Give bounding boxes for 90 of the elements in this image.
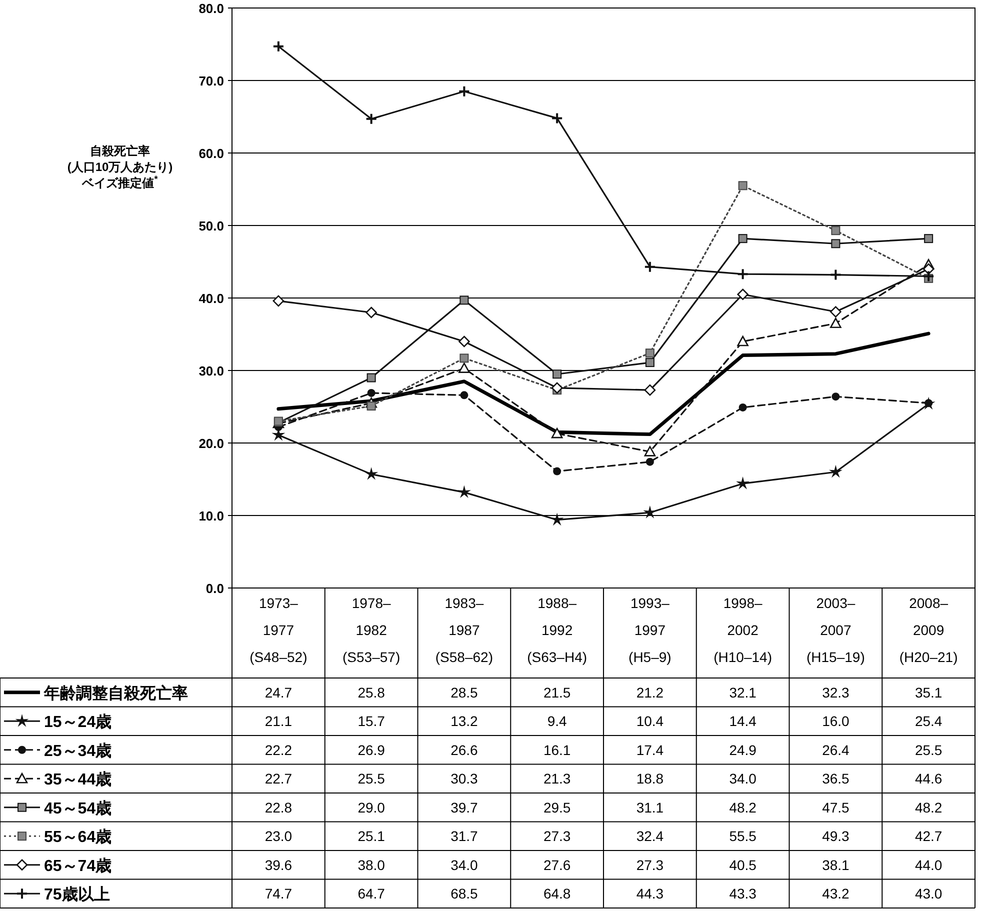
data-label: 32.3: [822, 684, 850, 700]
legend-label: 55～64歳: [44, 828, 112, 846]
y-tick-label: 40.0: [198, 291, 224, 306]
data-label: 42.7: [914, 828, 942, 844]
data-label: 40.5: [729, 856, 757, 873]
data-label: 16.1: [543, 742, 571, 758]
data-label: 31.7: [450, 828, 478, 844]
data-label: 10.4: [636, 713, 664, 730]
data-label: 21.5: [543, 684, 571, 700]
data-label: 22.7: [264, 770, 292, 787]
data-label: 44.0: [914, 856, 942, 873]
data-label: 26.9: [358, 742, 386, 758]
data-label: 25.1: [358, 828, 386, 844]
data-label: 21.1: [264, 713, 292, 730]
x-tick-label: 1973– 1977 (S48–52): [250, 595, 308, 665]
x-tick-label: 2003– 2007 (H15–19): [806, 595, 865, 665]
data-label: 25.5: [358, 770, 386, 787]
y-tick-label: 70.0: [198, 74, 224, 88]
data-label: 21.2: [636, 684, 664, 700]
legend-label: 25～34歳: [44, 742, 112, 760]
data-label: 27.3: [543, 828, 571, 844]
x-tick-label: 1988– 1992 (S63–H4): [527, 595, 588, 665]
y-axis-title: 自殺死亡率 (人口10万人あたり) ベイズ推定値$^{*}$: [67, 144, 173, 190]
x-tick-label: 1983– 1987 (S58–62): [435, 595, 493, 665]
data-label: 26.6: [450, 742, 478, 758]
data-label: 44.3: [636, 886, 664, 902]
data-label: 35.1: [914, 684, 942, 700]
data-label: 39.7: [450, 799, 478, 816]
data-label: 48.2: [914, 799, 942, 816]
y-tick-label: 10.0: [198, 508, 224, 524]
x-tick-label: 1978– 1982 (S53–57): [342, 595, 400, 665]
x-tick-label: 2008– 2009 (H20–21): [899, 595, 958, 665]
y-tick-label: 80.0: [198, 1, 224, 16]
data-label: 23.0: [264, 828, 292, 844]
data-label: 26.4: [822, 742, 850, 758]
data-label: 36.5: [822, 770, 850, 787]
data-label: 24.9: [729, 742, 757, 758]
data-label: 21.3: [543, 770, 571, 787]
data-label: 28.5: [450, 684, 478, 700]
data-label: 55.5: [729, 828, 757, 844]
data-label: 22.8: [264, 799, 292, 816]
data-label: 64.8: [543, 886, 571, 902]
data-label: 30.3: [450, 770, 478, 787]
data-label: 27.3: [636, 856, 664, 873]
legend-label: 15～24歳: [44, 713, 112, 732]
data-label: 34.0: [729, 770, 757, 787]
data-label: 25.8: [358, 684, 386, 700]
legend-label: 年齢調整自殺死亡率: [43, 683, 188, 702]
legend-label: 65～74歳: [44, 856, 112, 875]
data-label: 24.7: [264, 684, 292, 700]
data-label: 32.1: [729, 684, 757, 700]
y-tick-label: 60.0: [198, 146, 224, 161]
data-label: 17.4: [636, 742, 664, 758]
legend-label: 75歳以上: [44, 886, 110, 904]
data-label: 47.5: [822, 799, 850, 816]
data-label: 44.6: [914, 770, 942, 787]
x-tick-label: 1993– 1997 (H5–9): [628, 595, 672, 665]
legend-label: 45～54歳: [44, 799, 112, 818]
y-tick-label: 20.0: [198, 436, 224, 451]
data-label: 38.1: [822, 856, 850, 873]
data-label: 27.6: [543, 856, 571, 873]
data-label: 39.6: [264, 856, 292, 873]
data-label: 48.2: [729, 799, 757, 816]
y-tick-label: 50.0: [198, 218, 224, 234]
y-tick-label: 0.0: [206, 581, 224, 596]
data-label: 29.5: [543, 799, 571, 816]
x-tick-label: 1998– 2002 (H10–14): [714, 595, 772, 665]
data-label: 14.4: [729, 713, 757, 730]
y-tick-label: 30.0: [198, 364, 224, 378]
data-label: 15.7: [358, 713, 386, 730]
data-label: 22.2: [264, 742, 292, 758]
data-label: 34.0: [450, 856, 478, 873]
data-label: 64.7: [358, 886, 386, 902]
data-label: 16.0: [822, 713, 850, 730]
data-label: 43.0: [914, 886, 942, 902]
data-label: 49.3: [822, 828, 850, 844]
data-label: 29.0: [358, 799, 386, 816]
data-label: 74.7: [264, 886, 292, 902]
data-label: 68.5: [450, 886, 478, 902]
data-label: 25.4: [914, 713, 942, 730]
data-label: 32.4: [636, 828, 664, 844]
data-label: 43.2: [822, 886, 850, 902]
data-label: 25.5: [914, 742, 942, 758]
data-label: 9.4: [547, 713, 568, 730]
data-label: 43.3: [729, 886, 757, 902]
data-label: 38.0: [358, 856, 386, 873]
data-label: 13.2: [450, 713, 478, 730]
legend-label: 35～44歳: [44, 770, 112, 789]
data-label: 31.1: [636, 799, 664, 816]
data-label: 18.8: [636, 770, 664, 787]
